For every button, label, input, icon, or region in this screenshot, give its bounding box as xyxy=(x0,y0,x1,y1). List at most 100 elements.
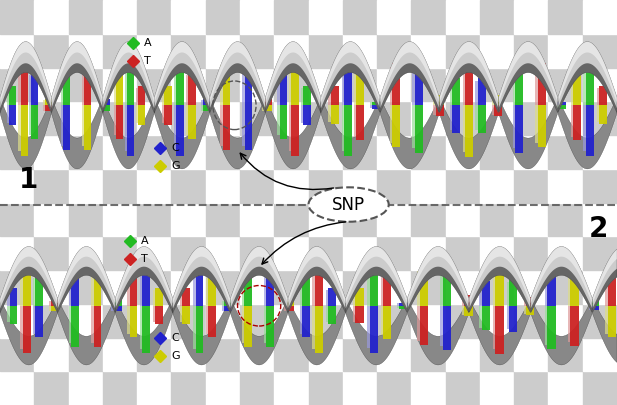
Polygon shape xyxy=(103,63,154,113)
FancyBboxPatch shape xyxy=(399,306,408,309)
Polygon shape xyxy=(321,63,379,113)
FancyBboxPatch shape xyxy=(224,306,232,311)
Bar xyxy=(377,371,412,405)
FancyBboxPatch shape xyxy=(462,306,464,315)
Polygon shape xyxy=(0,299,57,365)
FancyBboxPatch shape xyxy=(84,105,91,150)
Polygon shape xyxy=(531,247,592,313)
Polygon shape xyxy=(57,266,115,313)
Polygon shape xyxy=(115,247,173,304)
FancyBboxPatch shape xyxy=(450,105,452,130)
FancyBboxPatch shape xyxy=(117,72,123,105)
Text: A: A xyxy=(141,236,148,246)
Bar xyxy=(343,34,377,68)
Text: T: T xyxy=(144,56,151,66)
Text: T: T xyxy=(141,254,147,264)
FancyBboxPatch shape xyxy=(265,105,272,111)
Bar xyxy=(35,270,68,304)
Polygon shape xyxy=(51,42,103,103)
Bar xyxy=(514,202,549,236)
FancyBboxPatch shape xyxy=(328,306,336,324)
FancyBboxPatch shape xyxy=(193,306,196,349)
Bar xyxy=(274,34,308,68)
Bar xyxy=(68,68,103,101)
Polygon shape xyxy=(439,42,499,113)
FancyBboxPatch shape xyxy=(513,63,515,105)
Bar xyxy=(240,68,274,101)
Bar xyxy=(582,371,617,405)
Bar xyxy=(103,304,137,337)
FancyBboxPatch shape xyxy=(19,59,20,105)
FancyBboxPatch shape xyxy=(245,61,252,105)
FancyBboxPatch shape xyxy=(478,78,486,105)
Polygon shape xyxy=(439,98,499,169)
Bar xyxy=(205,68,240,101)
FancyBboxPatch shape xyxy=(304,86,311,105)
Bar xyxy=(445,101,480,135)
FancyBboxPatch shape xyxy=(493,262,495,306)
Bar xyxy=(412,101,445,135)
Bar xyxy=(240,270,274,304)
FancyBboxPatch shape xyxy=(328,288,336,306)
Bar xyxy=(205,270,240,304)
FancyBboxPatch shape xyxy=(101,100,102,105)
Text: G: G xyxy=(172,352,180,361)
Bar xyxy=(480,135,514,169)
Bar xyxy=(480,101,514,135)
FancyBboxPatch shape xyxy=(206,278,208,306)
Text: SNP: SNP xyxy=(332,196,365,213)
Bar xyxy=(445,371,480,405)
Bar xyxy=(0,101,35,135)
FancyBboxPatch shape xyxy=(304,105,311,125)
Polygon shape xyxy=(558,42,617,103)
FancyBboxPatch shape xyxy=(242,65,245,105)
FancyBboxPatch shape xyxy=(573,105,581,141)
Bar xyxy=(445,337,480,371)
Bar xyxy=(35,135,68,169)
Bar xyxy=(172,337,205,371)
Bar xyxy=(582,270,617,304)
Bar xyxy=(68,169,103,202)
Bar xyxy=(549,169,582,202)
Polygon shape xyxy=(0,266,57,313)
Polygon shape xyxy=(0,247,57,304)
Bar xyxy=(103,270,137,304)
FancyBboxPatch shape xyxy=(450,81,452,105)
Bar xyxy=(0,169,35,202)
Bar xyxy=(35,34,68,68)
Bar xyxy=(274,202,308,236)
FancyBboxPatch shape xyxy=(570,266,579,306)
Bar xyxy=(514,371,549,405)
FancyBboxPatch shape xyxy=(608,306,616,337)
Polygon shape xyxy=(408,247,469,313)
FancyBboxPatch shape xyxy=(186,105,188,135)
Bar xyxy=(35,202,68,236)
Polygon shape xyxy=(0,247,57,313)
Bar xyxy=(240,101,274,135)
FancyBboxPatch shape xyxy=(94,264,101,306)
FancyBboxPatch shape xyxy=(302,275,310,306)
FancyBboxPatch shape xyxy=(357,105,365,141)
Bar xyxy=(549,371,582,405)
Polygon shape xyxy=(230,247,288,303)
FancyBboxPatch shape xyxy=(367,306,370,348)
FancyBboxPatch shape xyxy=(558,102,566,105)
FancyBboxPatch shape xyxy=(526,297,534,306)
Polygon shape xyxy=(0,98,51,169)
FancyBboxPatch shape xyxy=(370,105,372,108)
FancyBboxPatch shape xyxy=(555,105,558,108)
Bar xyxy=(412,337,445,371)
Bar xyxy=(137,304,172,337)
FancyBboxPatch shape xyxy=(94,306,101,347)
Bar xyxy=(137,337,172,371)
FancyBboxPatch shape xyxy=(478,105,486,132)
FancyBboxPatch shape xyxy=(326,306,328,322)
Text: G: G xyxy=(172,161,180,171)
Text: A: A xyxy=(144,38,151,47)
Polygon shape xyxy=(558,98,617,169)
FancyBboxPatch shape xyxy=(264,306,267,343)
Polygon shape xyxy=(470,247,531,313)
Bar xyxy=(343,304,377,337)
Bar xyxy=(308,304,343,337)
FancyBboxPatch shape xyxy=(220,105,223,145)
